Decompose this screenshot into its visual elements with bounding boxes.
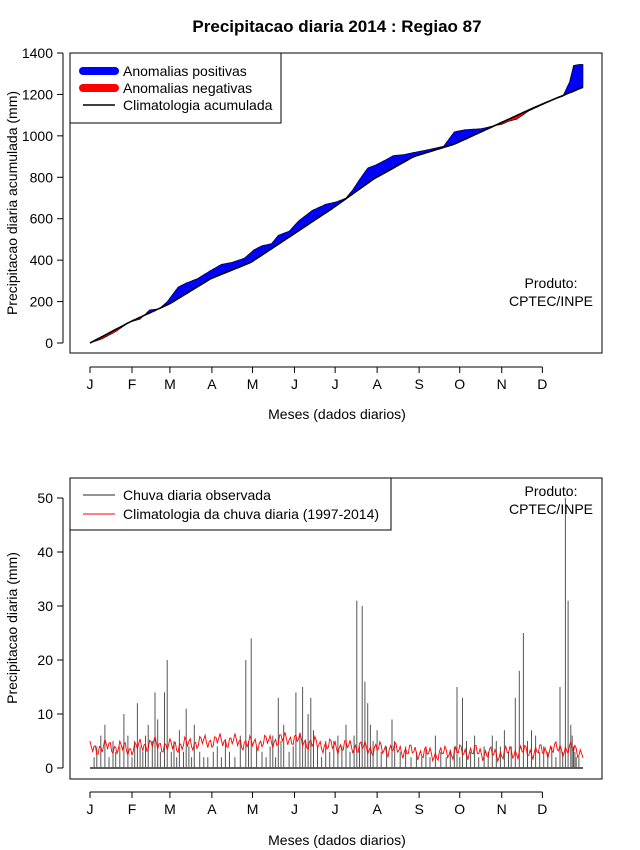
bottom-legend-box bbox=[69, 477, 392, 531]
top-y-tick-label: 0 bbox=[45, 335, 53, 351]
bottom-x-tick-label: A bbox=[372, 801, 382, 817]
legend-label-climatology-daily: Climatologia da chuva diaria (1997-2014) bbox=[123, 506, 379, 522]
bottom-y-axis-label: Precipitacao diaria (mm) bbox=[4, 552, 20, 704]
top-y-tick-label: 800 bbox=[30, 169, 54, 185]
legend-label-positive: Anomalias positivas bbox=[123, 63, 247, 79]
bottom-product-source: CPTEC/INPE bbox=[509, 501, 593, 517]
bottom-x-tick-label: A bbox=[207, 801, 217, 817]
top-legend: Anomalias positivas Anomalias negativas … bbox=[69, 52, 282, 124]
top-y-tick-label: 1000 bbox=[22, 128, 53, 144]
top-x-tick-label: A bbox=[207, 376, 217, 392]
bottom-y-axis: 0 10 20 30 40 50 bbox=[37, 490, 64, 776]
bottom-legend: Chuva diaria observada Climatologia da c… bbox=[69, 477, 392, 531]
top-x-tick-label: J bbox=[291, 376, 298, 392]
positive-anomaly-area bbox=[158, 125, 496, 310]
legend-label-negative: Anomalias negativas bbox=[123, 80, 252, 96]
bottom-x-tick-label: J bbox=[87, 801, 94, 817]
chart-title: Precipitacao diaria 2014 : Regiao 87 bbox=[192, 17, 481, 36]
top-y-axis-label: Precipitacao diaria acumulada (mm) bbox=[4, 91, 20, 315]
top-x-tick-label: M bbox=[247, 376, 259, 392]
top-x-tick-label: A bbox=[372, 376, 382, 392]
bottom-x-tick-label: S bbox=[414, 801, 423, 817]
top-x-tick-label: J bbox=[332, 376, 339, 392]
top-x-tick-label: J bbox=[87, 376, 94, 392]
bottom-x-tick-label: J bbox=[332, 801, 339, 817]
bottom-x-tick-label: M bbox=[164, 801, 176, 817]
top-y-tick-label: 1400 bbox=[22, 45, 53, 61]
top-x-axis-label: Meses (dados diarios) bbox=[268, 406, 406, 422]
top-y-axis: 0 200 400 600 800 1000 1200 1400 bbox=[22, 45, 64, 351]
top-product-source: CPTEC/INPE bbox=[509, 293, 593, 309]
bottom-x-tick-label: J bbox=[291, 801, 298, 817]
top-y-tick-label: 400 bbox=[30, 252, 54, 268]
bottom-x-tick-label: F bbox=[128, 801, 137, 817]
bottom-y-tick-label: 10 bbox=[37, 706, 53, 722]
top-plot-frame bbox=[69, 52, 603, 354]
top-x-tick-label: S bbox=[414, 376, 423, 392]
climatology-daily-line bbox=[89, 732, 584, 764]
top-x-tick-label: O bbox=[454, 376, 465, 392]
observed-daily-bars bbox=[93, 498, 580, 768]
bottom-y-tick-label: 50 bbox=[37, 490, 53, 506]
top-x-tick-label: D bbox=[537, 376, 547, 392]
bottom-y-tick-label: 20 bbox=[37, 652, 53, 668]
legend-label-observed: Chuva diaria observada bbox=[123, 487, 271, 503]
bottom-x-tick-label: D bbox=[537, 801, 547, 817]
bottom-product-label: Produto: bbox=[525, 483, 578, 499]
bottom-panel: 0 10 20 30 40 50 J F M A M J J A S O N D Meses (dados di… bbox=[4, 477, 603, 848]
bottom-y-tick-label: 40 bbox=[37, 544, 53, 560]
bottom-x-tick-label: M bbox=[247, 801, 259, 817]
legend-label-climatology: Climatologia acumulada bbox=[123, 97, 273, 113]
top-y-tick-label: 600 bbox=[30, 211, 54, 227]
top-product-label: Produto: bbox=[525, 275, 578, 291]
bottom-x-tick-label: O bbox=[454, 801, 465, 817]
top-y-tick-label: 200 bbox=[30, 294, 54, 310]
bottom-y-tick-label: 30 bbox=[37, 598, 53, 614]
top-x-tick-label: N bbox=[497, 376, 507, 392]
top-panel: 0 200 400 600 800 1000 1200 1400 J F M A M J J A S O N D M… bbox=[4, 45, 603, 422]
bottom-x-tick-label: N bbox=[497, 801, 507, 817]
climatology-accumulated-line bbox=[89, 86, 584, 344]
top-x-tick-label: F bbox=[128, 376, 137, 392]
bottom-y-tick-label: 0 bbox=[45, 760, 53, 776]
top-y-tick-label: 1200 bbox=[22, 86, 53, 102]
bottom-x-axis-label: Meses (dados diarios) bbox=[268, 832, 406, 848]
top-x-tick-label: M bbox=[164, 376, 176, 392]
